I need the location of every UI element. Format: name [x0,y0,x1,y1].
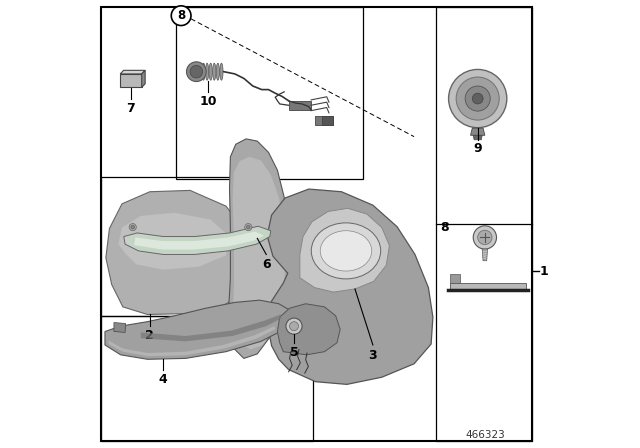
Circle shape [473,226,497,249]
Circle shape [246,225,250,229]
Polygon shape [114,323,125,332]
Polygon shape [141,70,145,87]
Polygon shape [300,208,389,292]
Polygon shape [450,274,460,283]
Bar [101,316,314,441]
Ellipse shape [205,63,209,80]
Circle shape [477,230,492,245]
Polygon shape [315,116,333,125]
Text: 10: 10 [199,95,217,108]
Polygon shape [450,283,526,289]
Ellipse shape [202,63,205,80]
Polygon shape [106,190,252,314]
Polygon shape [482,249,488,261]
Bar [101,177,257,316]
Circle shape [449,69,507,128]
Polygon shape [289,101,311,110]
Text: 2: 2 [145,329,154,342]
Circle shape [465,86,490,111]
Polygon shape [124,226,271,254]
Polygon shape [267,189,433,384]
Bar [436,7,532,441]
Polygon shape [323,116,333,125]
Polygon shape [120,70,145,74]
Circle shape [186,62,206,82]
Polygon shape [134,232,264,250]
Text: 466323: 466323 [466,430,506,439]
Text: 1: 1 [540,264,548,278]
Polygon shape [120,74,141,87]
Text: 4: 4 [159,373,168,386]
Circle shape [131,225,134,229]
Circle shape [129,224,136,231]
Polygon shape [232,157,285,349]
Circle shape [244,224,252,231]
Polygon shape [109,326,275,356]
Circle shape [286,318,302,334]
Polygon shape [105,300,291,359]
Circle shape [190,65,203,78]
Polygon shape [473,135,482,140]
Ellipse shape [220,63,223,80]
Bar [176,7,362,179]
Polygon shape [277,304,340,355]
Ellipse shape [216,63,220,80]
Text: 8: 8 [177,9,185,22]
Text: 9: 9 [474,142,482,155]
Circle shape [456,77,499,120]
Text: 7: 7 [127,102,135,115]
Text: 5: 5 [290,346,298,359]
Ellipse shape [311,223,381,279]
Polygon shape [470,128,485,135]
Circle shape [289,322,298,331]
Text: 6: 6 [262,258,271,271]
Circle shape [172,6,191,26]
Ellipse shape [212,63,216,80]
Polygon shape [118,213,228,270]
Ellipse shape [320,231,372,271]
Polygon shape [228,139,289,358]
Text: 8: 8 [440,221,449,234]
Ellipse shape [209,63,212,80]
Polygon shape [141,314,282,341]
Text: 3: 3 [369,349,377,362]
Circle shape [472,93,483,104]
